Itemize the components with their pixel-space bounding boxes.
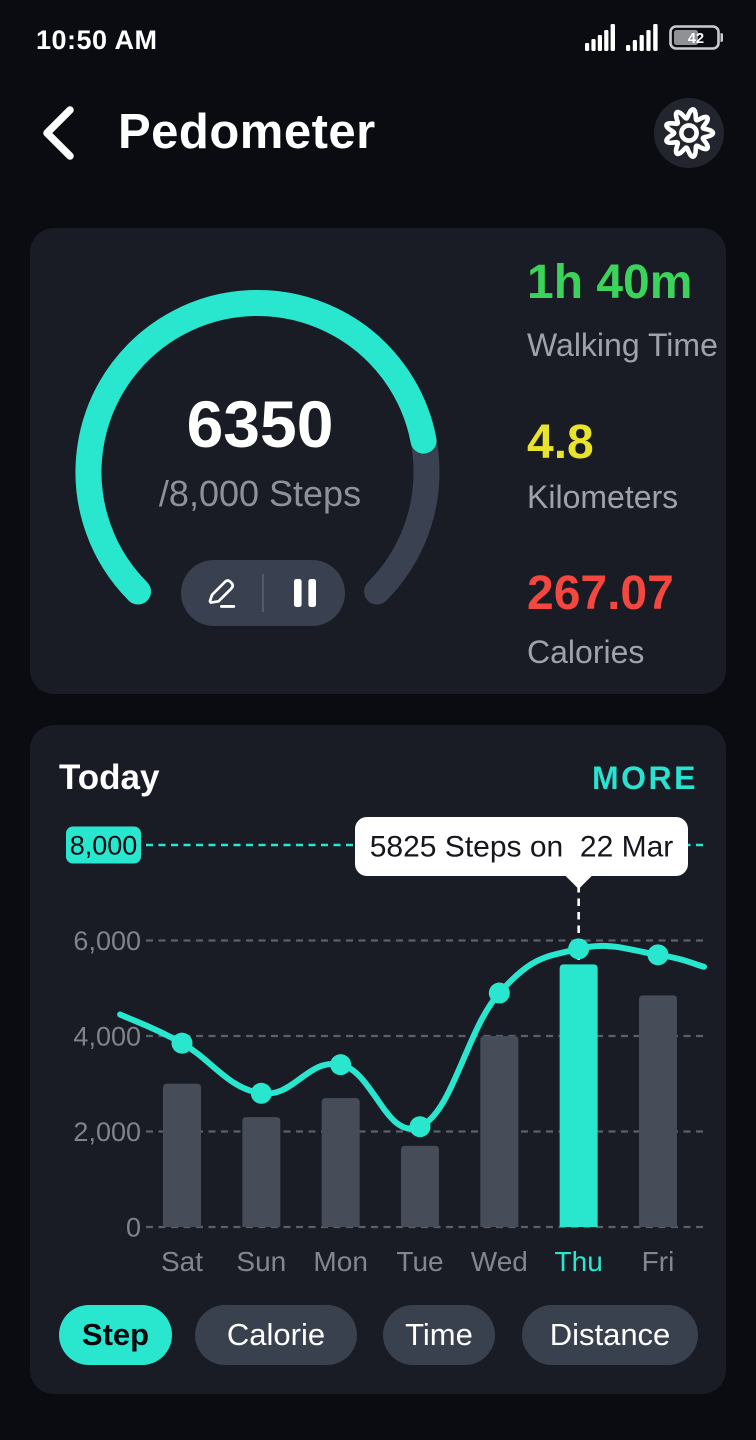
point-thu (568, 938, 590, 960)
kilometers-label: Kilometers (527, 479, 679, 515)
calories-value: 267.07 (527, 567, 674, 620)
svg-text:2,000: 2,000 (73, 1117, 141, 1147)
walking-time-value: 1h 40m (527, 256, 693, 309)
battery-icon: 42 (669, 25, 723, 50)
steps-count: 6350 (186, 387, 334, 461)
svg-text:5825 Steps on 22 Mar: 5825 Steps on 22 Mar (370, 831, 674, 864)
kilometers-value: 4.8 (527, 416, 594, 469)
pause-button[interactable] (264, 560, 345, 626)
svg-text:4,000: 4,000 (73, 1022, 141, 1052)
walking-time-label: Walking Time (527, 327, 718, 363)
point-tue (409, 1116, 431, 1138)
summary-card: 6350 /8,000 Steps 1h 40m Walking Time 4.… (30, 228, 726, 694)
bar-tue[interactable] (400, 1145, 439, 1227)
settings-button[interactable] (654, 98, 724, 168)
more-button[interactable]: MORE (592, 760, 698, 796)
point-fri (647, 944, 669, 966)
svg-text:0: 0 (126, 1213, 141, 1243)
svg-text:Fri: Fri (642, 1246, 675, 1277)
gauge-action-pill (181, 560, 345, 626)
back-button[interactable] (38, 103, 82, 163)
point-sun (250, 1082, 272, 1104)
svg-text:Sat: Sat (161, 1246, 203, 1277)
svg-text:6,000: 6,000 (73, 926, 141, 956)
bar-thu[interactable] (559, 964, 598, 1227)
svg-text:Sun: Sun (236, 1246, 286, 1277)
gear-icon (664, 107, 716, 159)
filter-distance-button[interactable]: Distance (522, 1305, 698, 1365)
steps-goal: /8,000 Steps (158, 473, 362, 514)
page-title: Pedometer (118, 105, 376, 159)
filter-time-button[interactable]: Time (383, 1305, 495, 1365)
svg-text:42: 42 (688, 31, 704, 47)
point-sat (171, 1032, 193, 1054)
bar-sat[interactable] (163, 1083, 201, 1227)
bar-sun[interactable] (242, 1117, 281, 1227)
chevron-left-icon (43, 106, 74, 160)
svg-text:8,000: 8,000 (70, 831, 138, 861)
svg-text:Tue: Tue (396, 1246, 443, 1277)
calories-label: Calories (527, 634, 645, 670)
signal-icon (626, 24, 658, 51)
bar-fri[interactable] (638, 995, 677, 1227)
point-mon (330, 1054, 352, 1076)
status-time: 10:50 AM (36, 25, 158, 55)
steps-week-chart: 0 2,000 4,000 6,000 8,000 Sat Sun Mon Tue Wed Thu F… (66, 817, 707, 1277)
filter-calorie-button[interactable]: Calorie (195, 1305, 357, 1365)
chart-tooltip (355, 817, 688, 876)
svg-text:Mon: Mon (313, 1246, 367, 1277)
svg-text:Thu: Thu (555, 1246, 603, 1277)
filter-step-button[interactable]: Step (59, 1305, 172, 1365)
pause-icon (293, 579, 316, 607)
pill-divider (262, 574, 264, 612)
signal-icon (585, 24, 615, 51)
steps-progress-gauge (75, 290, 440, 605)
pencil-icon (208, 579, 235, 608)
chart-card-title: Today (59, 758, 160, 797)
point-wed (488, 982, 510, 1004)
svg-text:Wed: Wed (471, 1246, 528, 1277)
status-icons: 42 (585, 24, 723, 51)
bar-wed[interactable] (480, 1036, 519, 1227)
bar-mon[interactable] (321, 1098, 360, 1227)
edit-goal-button[interactable] (181, 560, 262, 626)
